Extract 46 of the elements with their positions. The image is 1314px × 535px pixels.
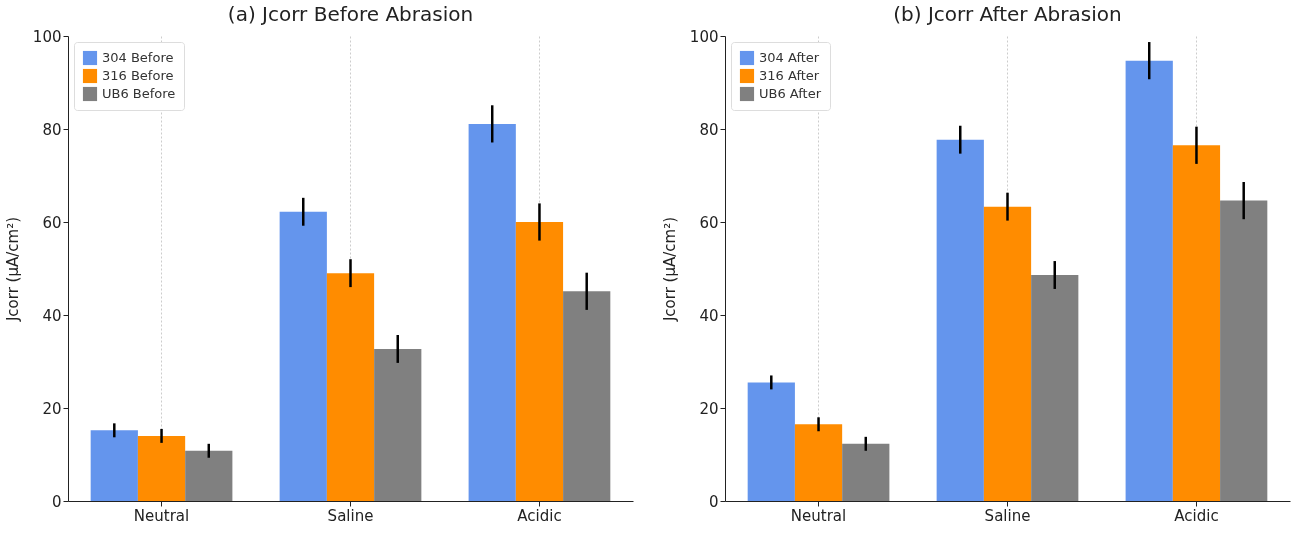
bar (794, 424, 843, 501)
bar (747, 382, 795, 501)
chart-title: (a) Jcorr Before Abrasion (227, 2, 474, 26)
y-tick-label: 20 (42, 399, 62, 418)
x-tick-label: Saline (327, 506, 374, 525)
bar (563, 291, 611, 501)
chart-title: (b) Jcorr After Abrasion (893, 2, 1122, 26)
bar (1031, 275, 1079, 501)
bar (90, 430, 138, 501)
legend-label: 304 Before (102, 50, 174, 65)
y-tick-label: 0 (708, 492, 719, 511)
bar (326, 273, 375, 501)
y-tick-label: 40 (42, 306, 62, 325)
bar (936, 139, 984, 501)
bar (1125, 60, 1173, 501)
bar (842, 443, 890, 501)
y-axis-title: Jcorr (μA/cm²) (660, 216, 679, 323)
legend-label: 304 After (759, 50, 820, 65)
y-tick-label: 20 (699, 399, 719, 418)
y-tick-label: 80 (42, 120, 62, 139)
y-tick-label: 60 (699, 213, 719, 232)
y-tick-label: 80 (699, 120, 719, 139)
bar (374, 348, 422, 501)
x-tick-label: Neutral (790, 506, 847, 525)
x-tick-label: Neutral (133, 506, 190, 525)
y-tick-label: 100 (32, 27, 62, 46)
x-tick-label: Saline (984, 506, 1031, 525)
legend-label: UB6 After (759, 86, 822, 101)
legend-label: 316 After (759, 68, 820, 83)
y-tick-label: 40 (699, 306, 719, 325)
bar (1220, 200, 1268, 501)
bar (279, 211, 327, 501)
bar (468, 123, 516, 501)
y-tick-label: 0 (51, 492, 62, 511)
x-tick-label: Acidic (1174, 506, 1219, 525)
legend-label: 316 Before (102, 68, 174, 83)
bar (1172, 145, 1221, 501)
bar (137, 435, 186, 501)
bar (515, 222, 564, 501)
bar (983, 206, 1032, 501)
y-tick-label: 100 (689, 27, 719, 46)
legend-label: UB6 Before (102, 86, 176, 101)
x-tick-label: Acidic (517, 506, 562, 525)
y-tick-label: 60 (42, 213, 62, 232)
bar (185, 450, 233, 501)
y-axis-title: Jcorr (μA/cm²) (3, 216, 22, 323)
